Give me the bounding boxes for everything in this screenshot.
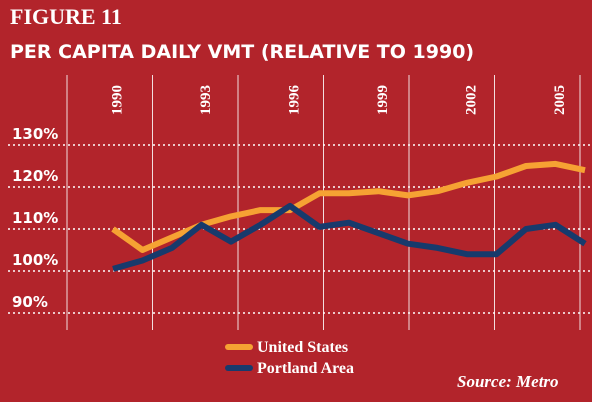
series-line (112, 202, 587, 272)
x-tick-label: 2002 (463, 85, 479, 115)
source-note: Source: Metro (457, 372, 559, 391)
legend-label: Portland Area (257, 360, 354, 377)
x-tick-label: 1990 (109, 85, 125, 115)
column-lines (66, 75, 581, 330)
x-tick-label: 1996 (286, 85, 302, 116)
figure-label: FIGURE 11 (10, 4, 122, 29)
y-tick-label: 100% (12, 251, 58, 269)
x-tick-label: 1999 (375, 85, 391, 115)
y-tick-label: 90% (12, 293, 48, 311)
y-tick-label: 110% (12, 209, 58, 227)
x-tick-label: 2005 (552, 85, 568, 115)
y-tick-label: 130% (12, 125, 58, 143)
chart-title: PER CAPITA DAILY VMT (RELATIVE TO 1990) (10, 41, 474, 63)
y-tick-label: 120% (12, 167, 58, 185)
legend-label: United States (257, 339, 348, 356)
x-tick-label: 1993 (198, 85, 214, 115)
